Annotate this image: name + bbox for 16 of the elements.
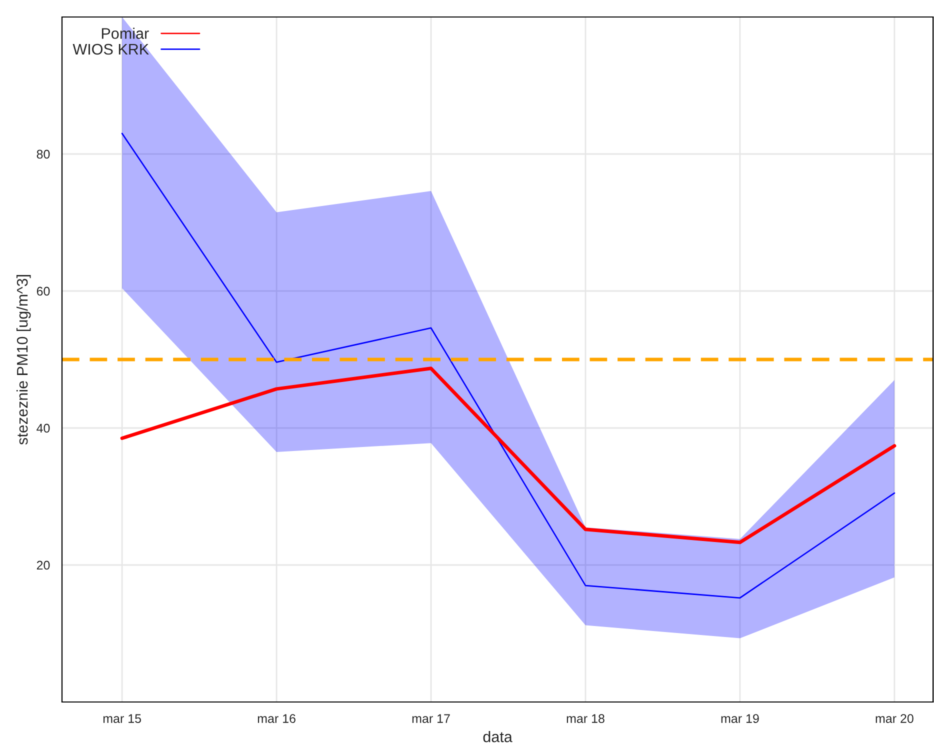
line-series (120, 366, 896, 544)
y-axis-title: stezeznie PM10 [ug/m^3] (16, 275, 31, 445)
x-tick-label: mar 16 (258, 714, 296, 723)
legend-label: Pomiar (102, 28, 149, 39)
line-series (121, 132, 896, 599)
x-tick-label: mar 17 (412, 714, 450, 723)
x-axis-title: data (483, 731, 512, 742)
y-tick-label: 20 (36, 560, 50, 570)
x-tick-label: mar 19 (721, 714, 759, 723)
x-tick-label: mar 15 (103, 714, 142, 723)
y-tick-label: 40 (36, 424, 50, 433)
x-tick-label: mar 18 (566, 714, 604, 723)
y-tick-label: 80 (36, 150, 50, 159)
legend-label: WIOS KRK (72, 44, 149, 55)
y-tick-label: 60 (36, 286, 50, 296)
x-tick-label: mar 20 (876, 714, 914, 723)
